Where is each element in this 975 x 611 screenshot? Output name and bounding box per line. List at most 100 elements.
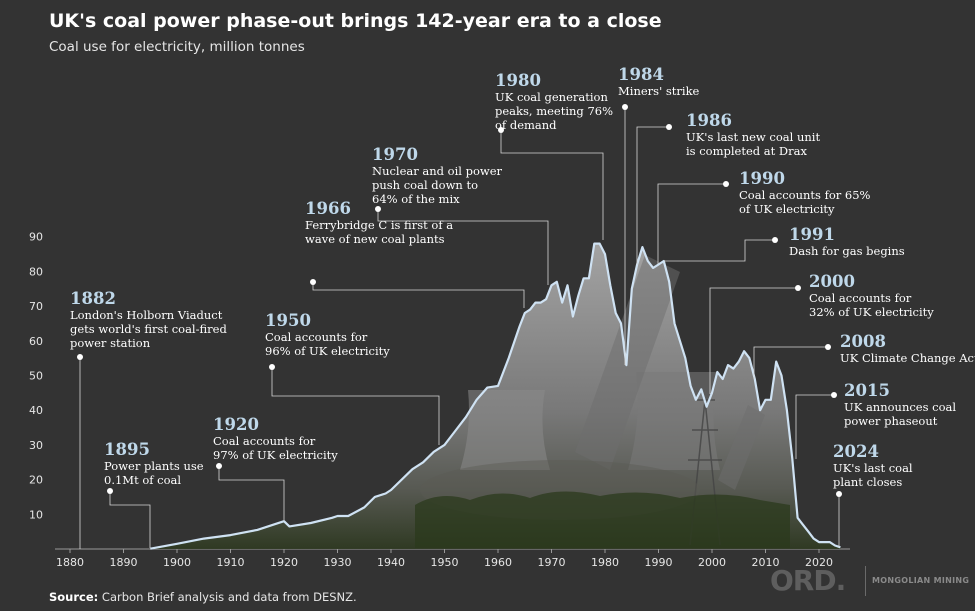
leader-line <box>657 183 726 264</box>
annotation-text: 97% of UK electricity <box>213 448 338 462</box>
leader-line <box>109 491 151 548</box>
y-tick-label: 90 <box>29 231 43 244</box>
annotation-text: is completed at Drax <box>686 144 808 158</box>
annotation-text: Coal accounts for <box>809 291 912 305</box>
annotation-text: Nuclear and oil power <box>372 164 503 178</box>
annotation-year: 1882 <box>70 289 116 308</box>
y-tick-label: 60 <box>29 335 43 348</box>
tree-line <box>415 491 790 548</box>
falling-tower-right <box>718 405 765 490</box>
y-tick-label: 30 <box>29 439 43 452</box>
annotation-text: of demand <box>495 118 557 132</box>
annotation-text: power station <box>70 336 151 350</box>
line-layer <box>150 242 841 550</box>
chart-subtitle: Coal use for electricity, million tonnes <box>49 39 305 55</box>
annotation-dot <box>375 206 381 212</box>
annotation-year: 1984 <box>618 65 664 84</box>
annotation-dot <box>666 124 672 130</box>
x-tick-label: 1890 <box>110 556 138 569</box>
annotation-text: Power plants use <box>104 459 204 473</box>
x-tick-label: 1940 <box>377 556 405 569</box>
annotation-text: plant closes <box>833 475 902 489</box>
annotation-dot <box>772 237 778 243</box>
x-tick-label: 2000 <box>698 556 726 569</box>
x-tick-label: 1900 <box>163 556 191 569</box>
pylon <box>688 399 722 546</box>
coal-use-line <box>150 242 841 550</box>
logo: ORD. MONGOLIAN MINING <box>766 562 975 602</box>
x-tick-label: 2020 <box>805 556 833 569</box>
x-tick-label: 1980 <box>591 556 619 569</box>
axes: 1880 1890 1900 1910 1920 1930 1940 1950 1960 1970… <box>29 231 850 569</box>
annotation-dot <box>310 279 316 285</box>
y-tick-label: 10 <box>29 508 43 521</box>
annotation-text: Ferrybridge C is first of a <box>305 218 453 232</box>
annotation-year: 2024 <box>833 442 879 461</box>
y-tick-label: 50 <box>29 370 43 383</box>
annotation-dot <box>77 354 83 360</box>
annotation-year: 1966 <box>305 199 351 218</box>
annotation-dot <box>831 392 837 398</box>
annotation-text: 32% of UK electricity <box>809 305 934 319</box>
leader-line <box>500 130 604 240</box>
annotation-text: London's Holborn Viaduct <box>70 308 223 322</box>
annotation-year: 2000 <box>809 272 855 291</box>
annotation-year: 1970 <box>372 145 418 164</box>
leader-line <box>664 239 775 262</box>
annotation-text: Coal accounts for 65% <box>739 188 871 202</box>
annotation-year: 2008 <box>840 332 886 351</box>
annotation-year: 2015 <box>844 381 890 400</box>
leader-line <box>377 209 549 285</box>
annotation-dot <box>216 463 222 469</box>
annotation-text: power phaseout <box>844 414 938 428</box>
annotation-text: UK coal generation <box>495 90 608 104</box>
annotation-dot <box>836 491 842 497</box>
leader-line <box>218 466 285 521</box>
annotation-text: 96% of UK electricity <box>265 344 390 358</box>
x-tick-label: 1950 <box>431 556 459 569</box>
y-tick-label: 70 <box>29 300 43 313</box>
x-tick-label: 1960 <box>484 556 512 569</box>
annotation-text: Coal accounts for <box>213 434 316 448</box>
annotation-text: UK Climate Change Act <box>840 351 975 365</box>
cooling-tower-middle <box>628 372 720 470</box>
annotation-dot <box>498 127 504 133</box>
x-tick-label: 1970 <box>538 556 566 569</box>
annotation-text: Miners' strike <box>618 84 700 98</box>
annotation-dot <box>622 104 628 110</box>
annotation-text: gets world's first coal-fired <box>70 322 227 336</box>
source-text: Carbon Brief analysis and data from DESN… <box>101 590 357 604</box>
y-tick-label: 40 <box>29 404 43 417</box>
annotation-dot <box>795 285 801 291</box>
annotation-text: push coal down to <box>372 178 478 192</box>
chart-title: UK's coal power phase-out brings 142-yea… <box>49 10 662 32</box>
annotation-text: Dash for gas begins <box>789 244 905 258</box>
leader-line <box>753 346 828 379</box>
x-tick-label: 1920 <box>270 556 298 569</box>
annotation-year: 1950 <box>265 311 311 330</box>
annotation-dot <box>723 181 729 187</box>
leader-line <box>709 287 798 394</box>
annotation-text: Coal accounts for <box>265 330 368 344</box>
source-label: Source: <box>49 590 99 604</box>
logo-sub: MONGOLIAN MINING <box>872 576 970 585</box>
annotation-text: UK's last new coal unit <box>686 130 820 144</box>
annotation-dot <box>107 488 113 494</box>
annotation-text: 0.1Mt of coal <box>104 473 181 487</box>
annotation-text: wave of new coal plants <box>305 232 445 246</box>
y-tick-label: 80 <box>29 265 43 278</box>
annotation-year: 1920 <box>213 415 259 434</box>
leader-line <box>636 126 669 265</box>
annotation-text: peaks, meeting 76% <box>495 104 613 118</box>
cooling-tower-left <box>460 390 550 470</box>
logo-divider <box>865 566 866 596</box>
